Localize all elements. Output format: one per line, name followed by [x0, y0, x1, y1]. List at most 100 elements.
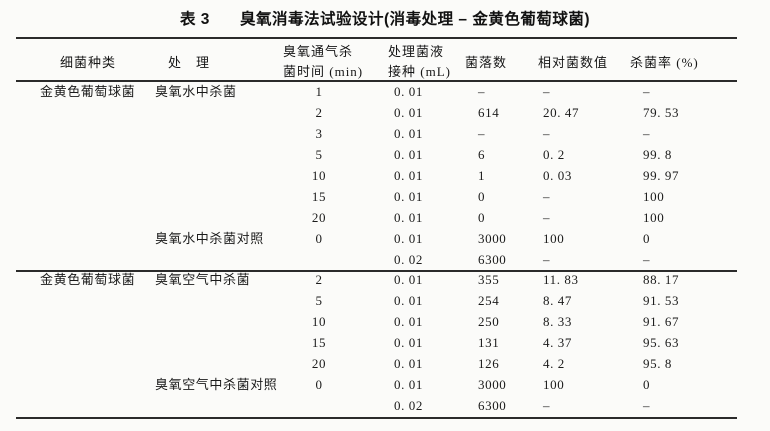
header-bottom-rule: [16, 80, 737, 82]
header-ozone-time: 臭氧通气杀 菌时间 (min): [283, 42, 363, 81]
cell-species: [16, 208, 145, 229]
cell-treatment: [145, 291, 288, 312]
cell-treatment: [145, 208, 288, 229]
cell-kill-rate: –: [643, 84, 651, 99]
cell-colony-count: 0: [478, 209, 486, 225]
cell-kill-rate: 100: [643, 209, 665, 225]
table-row: 15 0. 01 131 4. 37 95. 63: [16, 333, 737, 354]
cell-relative-count: –: [543, 188, 551, 204]
cell-inoculation: 0. 01: [394, 188, 423, 204]
cell-inoculation: 0. 01: [394, 293, 423, 309]
cell-colony-count: 1: [478, 167, 486, 183]
table-row: 2 0. 01 614 20. 47 79. 53: [16, 103, 737, 124]
cell-colony-count: 6300: [478, 398, 507, 414]
cell-inoculation: 0. 01: [394, 335, 423, 351]
cell-relative-count: 8. 33: [543, 314, 572, 330]
cell-time: 2: [315, 272, 323, 288]
cell-relative-count: 100: [543, 377, 565, 393]
cell-time: 5: [315, 293, 323, 309]
cell-time: 3: [315, 125, 323, 141]
cell-treatment: [145, 187, 288, 208]
cell-relative-count: –: [543, 84, 551, 99]
cell-relative-count: 8. 47: [543, 293, 572, 309]
cell-species: [16, 124, 145, 145]
cell-relative-count: 4. 37: [543, 335, 572, 351]
header-ozone-time-line2: 菌时间 (min): [283, 63, 364, 79]
cell-species: [16, 145, 145, 166]
cell-time: 0: [315, 230, 323, 246]
cell-treatment: [145, 166, 288, 187]
cell-colony-count: 355: [478, 272, 500, 288]
cell-kill-rate: 95. 63: [643, 335, 680, 351]
cell-relative-count: –: [543, 251, 551, 267]
table-row: 20 0. 01 0 – 100: [16, 208, 737, 229]
cell-species: [16, 229, 145, 250]
header-kill-rate: 杀菌率 (%): [630, 55, 699, 70]
cell-kill-rate: 88. 17: [643, 272, 680, 288]
table-row: 10 0. 01 250 8. 33 91. 67: [16, 312, 737, 333]
cell-treatment: [145, 354, 288, 375]
cell-inoculation: 0. 01: [394, 230, 423, 246]
table-row: 20 0. 01 126 4. 2 95. 8: [16, 354, 737, 375]
cell-time: [288, 396, 350, 417]
cell-treatment: 臭氧空气中杀菌对照: [155, 377, 278, 393]
cell-species: [16, 291, 145, 312]
header-ozone-time-line1: 臭氧通气杀: [283, 44, 354, 59]
cell-colony-count: 6300: [478, 251, 507, 267]
cell-colony-count: 614: [478, 104, 500, 120]
cell-inoculation: 0. 01: [394, 125, 423, 141]
cell-colony-count: 250: [478, 314, 500, 330]
cell-kill-rate: 0: [643, 230, 651, 246]
cell-inoculation: 0. 02: [394, 251, 423, 267]
cell-time: 5: [315, 146, 323, 162]
cell-relative-count: 4. 2: [543, 356, 565, 372]
cell-species: 金黄色葡萄球菌: [40, 84, 136, 99]
cell-colony-count: 0: [478, 188, 486, 204]
cell-treatment: [145, 103, 288, 124]
cell-time: 10: [311, 167, 327, 183]
cell-inoculation: 0. 01: [394, 356, 423, 372]
table-row: 5 0. 01 254 8. 47 91. 53: [16, 291, 737, 312]
cell-inoculation: 0. 01: [394, 377, 423, 393]
cell-species: [16, 166, 145, 187]
cell-colony-count: 6: [478, 146, 486, 162]
cell-kill-rate: –: [643, 398, 651, 414]
cell-inoculation: 0. 01: [394, 146, 423, 162]
cell-relative-count: 0. 03: [543, 167, 572, 183]
cell-species: 金黄色葡萄球菌: [40, 272, 136, 288]
table-row: 10 0. 01 1 0. 03 99. 97: [16, 166, 737, 187]
cell-colony-count: 126: [478, 356, 500, 372]
header-colony-count: 菌落数: [465, 55, 508, 70]
cell-species: [16, 375, 145, 396]
header-inoculation-line1: 处理菌液: [388, 44, 445, 59]
cell-kill-rate: 0: [643, 377, 651, 393]
cell-treatment: [145, 145, 288, 166]
header-relative-count: 相对菌数值: [538, 55, 609, 70]
table-row: 臭氧水中杀菌对照 0 0. 01 3000 100 0: [16, 229, 737, 250]
cell-colony-count: 3000: [478, 230, 507, 246]
cell-time: 15: [311, 335, 327, 351]
cell-time: [288, 250, 350, 271]
cell-treatment: [145, 396, 288, 417]
cell-kill-rate: 91. 53: [643, 293, 680, 309]
cell-colony-count: –: [478, 84, 486, 99]
header-species: 细菌种类: [60, 55, 117, 70]
cell-relative-count: 100: [543, 230, 565, 246]
cell-treatment: 臭氧空气中杀菌: [155, 272, 251, 288]
table-row: 金黄色葡萄球菌 臭氧空气中杀菌 2 0. 01 355 11. 83 88. 17: [16, 270, 737, 291]
table-body: 金黄色葡萄球菌 臭氧水中杀菌 1 0. 01 – – – 2 0. 01 614 20. 47 79…: [16, 82, 737, 417]
cell-kill-rate: 95. 8: [643, 356, 672, 372]
header-inoculation-line2: 接种 (mL): [388, 63, 451, 79]
cell-treatment: [145, 312, 288, 333]
cell-inoculation: 0. 01: [394, 167, 423, 183]
table-row: 0. 02 6300 – –: [16, 396, 737, 417]
cell-treatment: 臭氧水中杀菌: [155, 84, 237, 99]
cell-time: 0: [315, 377, 323, 393]
cell-relative-count: –: [543, 209, 551, 225]
table-title: 表 3 臭氧消毒法试验设计(消毒处理 – 金黄色葡萄球菌): [0, 7, 770, 29]
cell-kill-rate: –: [643, 125, 651, 141]
cell-time: 1: [315, 84, 323, 99]
cell-time: 20: [311, 356, 327, 372]
cell-inoculation: 0. 01: [394, 104, 423, 120]
